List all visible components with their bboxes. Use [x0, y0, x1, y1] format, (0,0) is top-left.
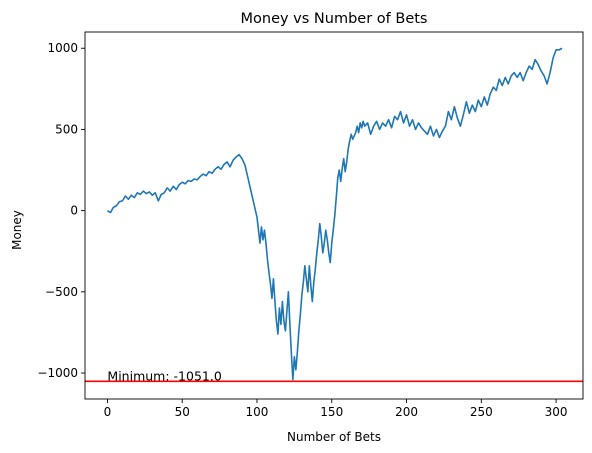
chart-title: Money vs Number of Bets [241, 11, 428, 27]
plot-frame [84, 31, 584, 400]
minimum-annotation: Minimum: -1051.0 [107, 368, 221, 383]
y-axis-label: Money [10, 210, 24, 250]
x-tick-label: 0 [104, 405, 112, 419]
y-axis-ticks: −1000 −500 0 500 1000 [37, 41, 85, 380]
money-series-line [106, 47, 563, 381]
x-tick-label: 250 [470, 405, 493, 419]
x-axis-label: Number of Bets [287, 430, 381, 444]
x-tick-label: 150 [320, 405, 343, 419]
x-tick-label: 100 [246, 405, 269, 419]
y-tick-label: 1000 [47, 41, 78, 55]
y-tick-label: −500 [45, 285, 78, 299]
x-tick-label: 50 [175, 405, 190, 419]
y-tick-label: 500 [55, 122, 78, 136]
y-tick-label: −1000 [37, 366, 78, 380]
x-axis-ticks: 0 50 100 150 200 250 300 [104, 399, 568, 419]
y-tick-label: 0 [70, 204, 78, 218]
x-tick-label: 200 [395, 405, 418, 419]
x-tick-label: 300 [545, 405, 568, 419]
